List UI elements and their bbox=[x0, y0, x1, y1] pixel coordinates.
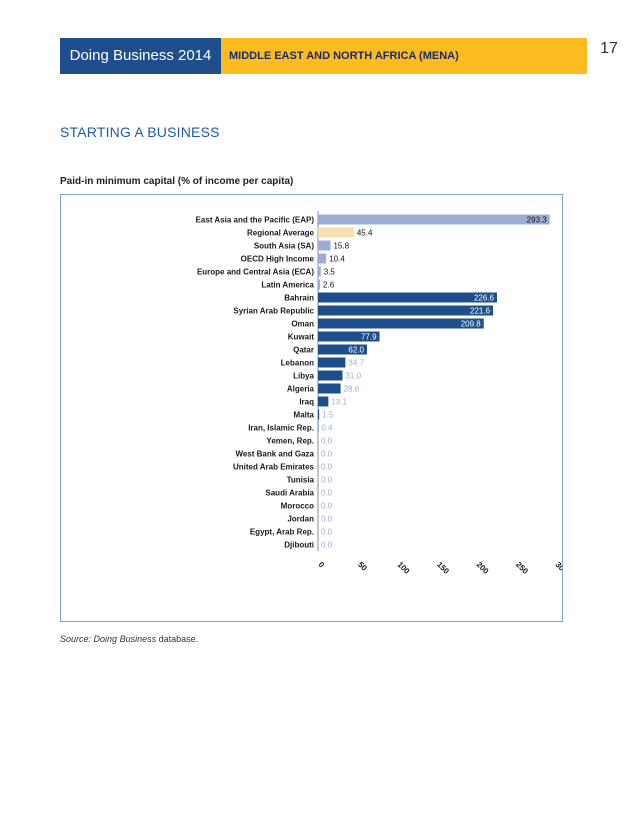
value-label-morocco: 0.0 bbox=[321, 502, 333, 511]
category-label-qatar: Qatar bbox=[293, 346, 314, 355]
category-label-united-arab-emirates: United Arab Emirates bbox=[233, 463, 315, 472]
bar-lebanon bbox=[318, 357, 346, 368]
bar-europe-and-central-asia-eca bbox=[318, 266, 321, 277]
source-prefix: Source: bbox=[60, 634, 92, 644]
x-tick-label-200: 200 bbox=[475, 560, 491, 576]
x-tick-label-0: 0 bbox=[317, 560, 327, 570]
category-label-east-asia-and-the-pacific-eap: East Asia and the Pacific (EAP) bbox=[196, 216, 315, 225]
category-label-oman: Oman bbox=[291, 320, 314, 329]
category-label-tunisia: Tunisia bbox=[287, 476, 315, 485]
page-number: 17 bbox=[600, 40, 618, 57]
category-label-west-bank-and-gaza: West Bank and Gaza bbox=[235, 450, 314, 459]
value-label-europe-and-central-asia-eca: 3.5 bbox=[324, 268, 336, 277]
category-label-egypt-arab-rep: Egypt, Arab Rep. bbox=[250, 528, 314, 537]
category-label-djibouti: Djibouti bbox=[284, 541, 314, 550]
source-name: Doing Business bbox=[93, 634, 157, 644]
category-label-lebanon: Lebanon bbox=[281, 359, 314, 368]
category-label-south-asia-sa: South Asia (SA) bbox=[254, 242, 314, 251]
category-label-europe-and-central-asia-eca: Europe and Central Asia (ECA) bbox=[197, 268, 314, 277]
category-label-libya: Libya bbox=[293, 372, 314, 381]
bar-qatar bbox=[318, 344, 367, 355]
x-tick-label-50: 50 bbox=[356, 560, 369, 573]
bar-syrian-arab-republic bbox=[318, 305, 494, 316]
category-label-kuwait: Kuwait bbox=[288, 333, 315, 342]
value-label-latin-america: 2.6 bbox=[323, 281, 335, 290]
category-label-syrian-arab-republic: Syrian Arab Republic bbox=[233, 307, 314, 316]
category-label-iraq: Iraq bbox=[299, 398, 314, 407]
value-label-algeria: 28.6 bbox=[344, 385, 360, 394]
x-tick-label-300: 300 bbox=[554, 560, 562, 576]
category-label-bahrain: Bahrain bbox=[284, 294, 314, 303]
bar-latin-america bbox=[318, 279, 321, 290]
category-label-oecd-high-income: OECD High Income bbox=[241, 255, 315, 264]
category-label-algeria: Algeria bbox=[287, 385, 315, 394]
x-tick-label-150: 150 bbox=[435, 560, 451, 576]
source-suffix: database. bbox=[158, 634, 199, 644]
category-label-jordan: Jordan bbox=[287, 515, 314, 524]
value-label-malta: 1.5 bbox=[322, 411, 334, 420]
value-label-kuwait: 77.9 bbox=[361, 333, 377, 342]
bar-oecd-high-income bbox=[318, 253, 327, 264]
section-title: STARTING A BUSINESS bbox=[60, 124, 220, 140]
bar-malta bbox=[318, 409, 320, 420]
value-label-lebanon: 34.7 bbox=[348, 359, 364, 368]
source-note: Source: Doing Business database. bbox=[60, 634, 198, 644]
category-label-regional-average: Regional Average bbox=[247, 229, 315, 238]
value-label-saudi-arabia: 0.0 bbox=[321, 489, 333, 498]
category-label-yemen-rep: Yemen, Rep. bbox=[266, 437, 314, 446]
x-tick-label-250: 250 bbox=[514, 560, 530, 576]
x-tick-label-100: 100 bbox=[396, 560, 412, 576]
category-label-morocco: Morocco bbox=[281, 502, 314, 511]
category-label-saudi-arabia: Saudi Arabia bbox=[265, 489, 314, 498]
bar-chart: East Asia and the Pacific (EAP) 293.3 Regi… bbox=[196, 211, 562, 576]
category-label-latin-america: Latin America bbox=[261, 281, 314, 290]
chart-frame: East Asia and the Pacific (EAP) 293.3 Regi… bbox=[60, 194, 563, 622]
value-label-united-arab-emirates: 0.0 bbox=[321, 463, 333, 472]
bar-iraq bbox=[318, 396, 329, 407]
value-label-syrian-arab-republic: 221.6 bbox=[470, 307, 491, 316]
bar-kuwait bbox=[318, 331, 380, 342]
value-label-bahrain: 226.6 bbox=[474, 294, 495, 303]
header-region-title: MIDDLE EAST AND NORTH AFRICA (MENA) bbox=[221, 38, 587, 74]
value-label-tunisia: 0.0 bbox=[321, 476, 333, 485]
chart-title: Paid-in minimum capital (% of income per… bbox=[60, 176, 294, 187]
value-label-iran-islamic-rep: 0.4 bbox=[321, 424, 333, 433]
value-label-iraq: 13.1 bbox=[331, 398, 347, 407]
bar-oman bbox=[318, 318, 484, 329]
value-label-djibouti: 0.0 bbox=[321, 541, 333, 550]
value-label-libya: 31.0 bbox=[345, 372, 361, 381]
value-label-jordan: 0.0 bbox=[321, 515, 333, 524]
bar-regional-average bbox=[318, 227, 354, 238]
value-label-oman: 209.8 bbox=[461, 320, 482, 329]
bar-bahrain bbox=[318, 292, 498, 303]
category-label-malta: Malta bbox=[294, 411, 315, 420]
bar-algeria bbox=[318, 383, 341, 394]
value-label-south-asia-sa: 15.8 bbox=[333, 242, 349, 251]
value-label-regional-average: 45.4 bbox=[357, 229, 373, 238]
value-label-west-bank-and-gaza: 0.0 bbox=[321, 450, 333, 459]
bar-south-asia-sa bbox=[318, 240, 331, 251]
header-report-title: Doing Business 2014 bbox=[60, 38, 221, 74]
category-label-iran-islamic-rep: Iran, Islamic Rep. bbox=[248, 424, 314, 433]
value-label-yemen-rep: 0.0 bbox=[321, 437, 333, 446]
bar-east-asia-and-the-pacific-eap bbox=[318, 214, 550, 225]
value-label-qatar: 62.0 bbox=[348, 346, 364, 355]
value-label-egypt-arab-rep: 0.0 bbox=[321, 528, 333, 537]
value-label-oecd-high-income: 10.4 bbox=[329, 255, 345, 264]
bar-libya bbox=[318, 370, 343, 381]
value-label-east-asia-and-the-pacific-eap: 293.3 bbox=[527, 216, 548, 225]
